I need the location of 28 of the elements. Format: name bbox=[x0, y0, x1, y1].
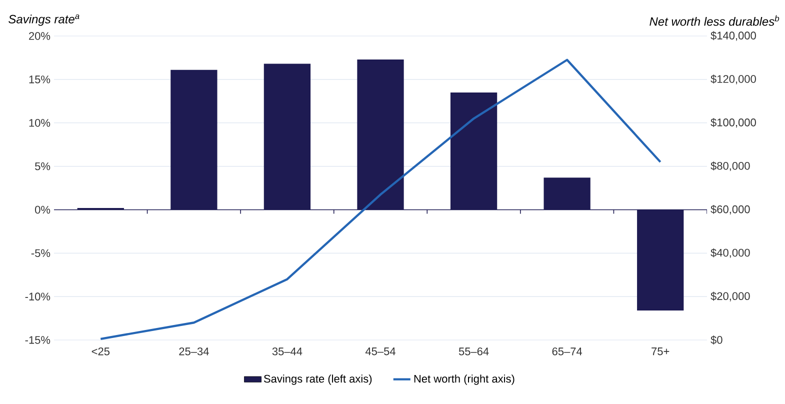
y-tick-label: 10% bbox=[29, 118, 50, 127]
x-tick-label: 45–54 bbox=[365, 348, 396, 356]
x-tick-label: 55–64 bbox=[458, 348, 489, 356]
x-tick-label: <25 bbox=[92, 348, 110, 356]
x-tick-label: 25–34 bbox=[179, 348, 209, 356]
y-tick-label: 20% bbox=[29, 32, 50, 40]
y2-tick-label: $80,000 bbox=[710, 162, 750, 172]
y2-tick-label: $60,000 bbox=[710, 204, 750, 214]
y2-tick-label: $0 bbox=[710, 336, 722, 344]
line-series bbox=[100, 58, 662, 340]
y2-tick-label: $20,000 bbox=[710, 292, 750, 302]
y-tick-label: 0% bbox=[35, 206, 50, 214]
y-tick-label: -10% bbox=[25, 292, 50, 300]
y2-tick-label: $120,000 bbox=[710, 74, 756, 84]
y-tick-label: 15% bbox=[29, 76, 50, 84]
y2-tick-label: $40,000 bbox=[710, 248, 750, 258]
x-tick-label: 35–44 bbox=[272, 348, 302, 356]
y-tick-label: -5% bbox=[31, 249, 50, 258]
y-axis-title: Savings rate$^{a}$ bbox=[8, 14, 80, 26]
legend-label: Net worth (right axis) bbox=[414, 374, 514, 385]
y2-tick-label: $140,000 bbox=[710, 31, 756, 41]
x-tick-label: 65–74 bbox=[552, 348, 582, 356]
y-tick-label: -15% bbox=[25, 336, 50, 344]
y2-tick-label: $100,000 bbox=[710, 118, 756, 128]
y-tick-label: 5% bbox=[35, 162, 50, 170]
legend-label: Savings rate (left axis) bbox=[264, 374, 372, 385]
y2-axis-title: Net worth less durables$^{b}$ bbox=[650, 15, 780, 26]
x-tick-label: 75+ bbox=[652, 348, 670, 356]
